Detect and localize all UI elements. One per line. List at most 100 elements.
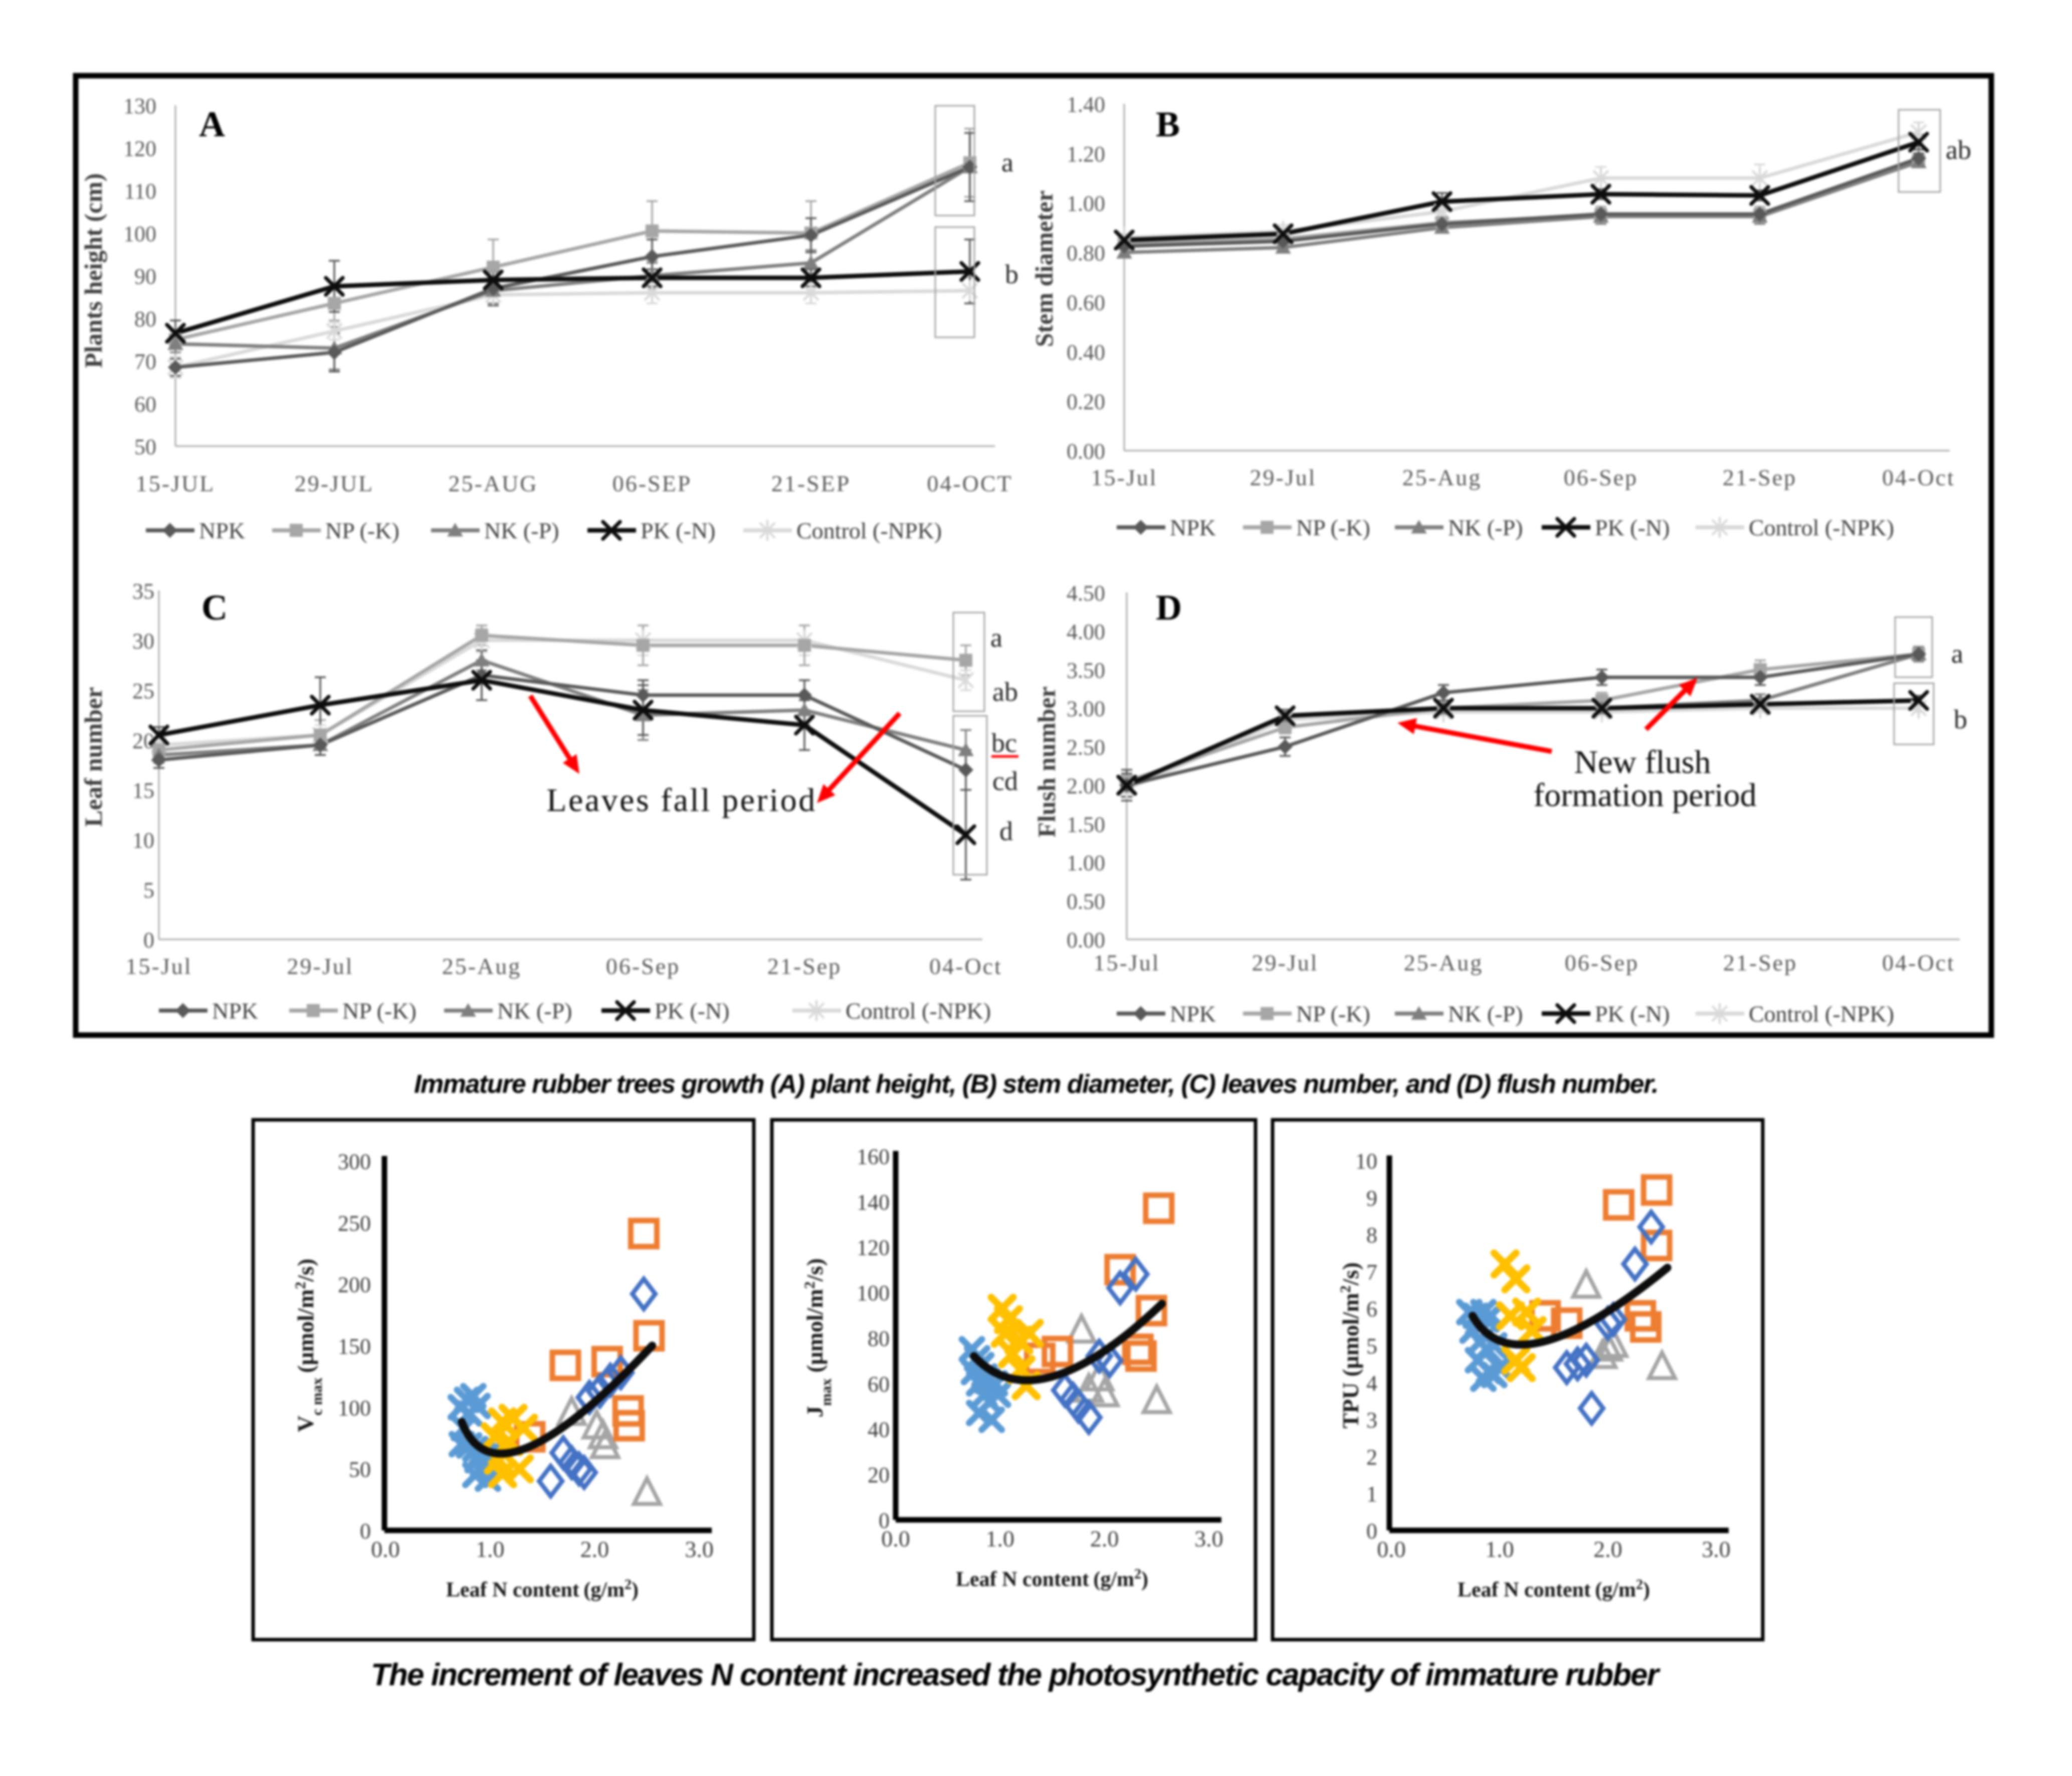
svg-text:3.0: 3.0 [685, 1536, 714, 1562]
svg-text:1.40: 1.40 [1067, 92, 1105, 117]
svg-text:120: 120 [123, 136, 156, 161]
svg-text:4.00: 4.00 [1067, 620, 1105, 644]
svg-text:1.0: 1.0 [986, 1526, 1015, 1551]
svg-text:formation period: formation period [1533, 777, 1756, 814]
svg-text:Control (-NPK): Control (-NPK) [846, 998, 991, 1024]
svg-text:160: 160 [857, 1144, 890, 1169]
svg-text:100: 100 [338, 1396, 371, 1420]
svg-text:300: 300 [338, 1149, 371, 1174]
svg-text:NK (-P): NK (-P) [484, 518, 559, 543]
svg-text:0.80: 0.80 [1067, 241, 1105, 266]
svg-text:200: 200 [338, 1273, 371, 1297]
svg-text:0: 0 [879, 1508, 890, 1533]
svg-text:0: 0 [360, 1519, 371, 1543]
svg-text:120: 120 [857, 1236, 890, 1260]
svg-text:3: 3 [1366, 1408, 1377, 1433]
svg-text:1.20: 1.20 [1067, 142, 1105, 166]
svg-text:5: 5 [143, 878, 154, 903]
svg-text:5: 5 [1366, 1334, 1377, 1358]
svg-text:0.20: 0.20 [1067, 389, 1105, 414]
svg-text:b: b [1005, 259, 1018, 289]
svg-text:7: 7 [1366, 1260, 1377, 1284]
svg-text:Plants height (cm): Plants height (cm) [79, 173, 107, 368]
svg-text:Leaf N content (g/m2): Leaf N content (g/m2) [446, 1577, 639, 1602]
svg-text:9: 9 [1366, 1186, 1377, 1211]
svg-text:60: 60 [868, 1372, 890, 1397]
svg-text:NK (-P): NK (-P) [1448, 1001, 1523, 1027]
svg-text:Control (-NPK): Control (-NPK) [1749, 515, 1894, 540]
svg-text:04-OCT: 04-OCT [927, 471, 1012, 496]
svg-text:3.0: 3.0 [1702, 1536, 1731, 1562]
svg-text:Control (-NPK): Control (-NPK) [1749, 1001, 1894, 1027]
svg-text:25: 25 [132, 679, 154, 703]
svg-text:06-Sep: 06-Sep [606, 953, 680, 979]
svg-text:B: B [1156, 104, 1180, 144]
svg-text:0: 0 [143, 928, 154, 952]
svg-text:2.0: 2.0 [580, 1536, 609, 1562]
svg-text:25-AUG: 25-AUG [449, 471, 538, 496]
svg-text:Leaves fall period: Leaves fall period [546, 782, 816, 819]
svg-text:1.0: 1.0 [1485, 1536, 1514, 1562]
svg-text:0.50: 0.50 [1067, 889, 1105, 914]
svg-text:NK (-P): NK (-P) [1448, 515, 1523, 540]
svg-text:Stem diameter: Stem diameter [1030, 190, 1058, 347]
svg-text:150: 150 [338, 1334, 371, 1359]
svg-text:60: 60 [134, 392, 156, 417]
svg-text:PK (-N): PK (-N) [1595, 515, 1670, 540]
svg-text:cd: cd [992, 766, 1018, 796]
svg-text:Leaf N content (g/m2): Leaf N content (g/m2) [1458, 1577, 1650, 1602]
svg-text:0.00: 0.00 [1067, 928, 1105, 952]
svg-text:d: d [999, 816, 1013, 846]
svg-text:3.0: 3.0 [1194, 1526, 1223, 1551]
svg-text:NP (-K): NP (-K) [342, 998, 417, 1024]
svg-text:0: 0 [1366, 1519, 1377, 1543]
svg-text:50: 50 [134, 435, 156, 459]
svg-text:20: 20 [868, 1463, 890, 1487]
svg-text:Immature rubber trees growth (: Immature rubber trees growth (A) plant h… [414, 1070, 1658, 1099]
svg-text:10: 10 [132, 828, 154, 853]
svg-text:C: C [201, 587, 228, 628]
svg-text:15-Jul: 15-Jul [1091, 465, 1158, 490]
svg-text:70: 70 [134, 349, 156, 374]
svg-text:Control (-NPK): Control (-NPK) [796, 518, 942, 543]
svg-text:29-JUL: 29-JUL [295, 471, 374, 496]
svg-text:06-Sep: 06-Sep [1564, 465, 1638, 490]
svg-text:90: 90 [134, 264, 156, 289]
svg-text:Leaf N content (g/m2): Leaf N content (g/m2) [956, 1566, 1148, 1592]
svg-text:1.00: 1.00 [1067, 851, 1105, 875]
svg-text:NPK: NPK [199, 518, 245, 543]
svg-text:a: a [1951, 639, 1963, 669]
svg-text:2.00: 2.00 [1067, 773, 1105, 798]
svg-text:80: 80 [134, 307, 156, 331]
svg-text:PK (-N): PK (-N) [641, 518, 715, 543]
svg-text:29-Jul: 29-Jul [1252, 950, 1319, 975]
svg-text:250: 250 [338, 1211, 371, 1236]
svg-text:New flush: New flush [1574, 744, 1711, 780]
svg-text:4.50: 4.50 [1067, 581, 1105, 606]
svg-text:25-Aug: 25-Aug [1404, 950, 1484, 975]
svg-text:8: 8 [1366, 1223, 1377, 1248]
svg-text:a: a [990, 623, 1002, 653]
svg-text:Leaf number: Leaf number [79, 687, 107, 827]
svg-text:15: 15 [132, 778, 154, 803]
svg-text:21-Sep: 21-Sep [1723, 950, 1797, 975]
svg-text:0.40: 0.40 [1067, 340, 1105, 364]
svg-text:21-Sep: 21-Sep [767, 953, 842, 979]
svg-text:A: A [199, 104, 225, 144]
svg-text:bc: bc [991, 728, 1017, 758]
svg-text:3.00: 3.00 [1067, 697, 1105, 721]
svg-text:0.0: 0.0 [1377, 1536, 1406, 1562]
svg-text:1.50: 1.50 [1067, 812, 1105, 837]
svg-text:29-Jul: 29-Jul [1250, 465, 1317, 490]
svg-text:35: 35 [132, 579, 154, 604]
svg-text:0.0: 0.0 [371, 1536, 400, 1562]
svg-text:NP (-K): NP (-K) [1296, 1001, 1370, 1027]
svg-text:100: 100 [123, 222, 156, 246]
svg-text:NPK: NPK [1170, 515, 1216, 540]
svg-text:a: a [1001, 147, 1013, 177]
svg-text:130: 130 [123, 94, 156, 118]
svg-text:2: 2 [1366, 1445, 1377, 1469]
svg-text:15-Jul: 15-Jul [1094, 950, 1160, 975]
svg-text:50: 50 [349, 1457, 371, 1482]
svg-text:100: 100 [857, 1281, 890, 1305]
